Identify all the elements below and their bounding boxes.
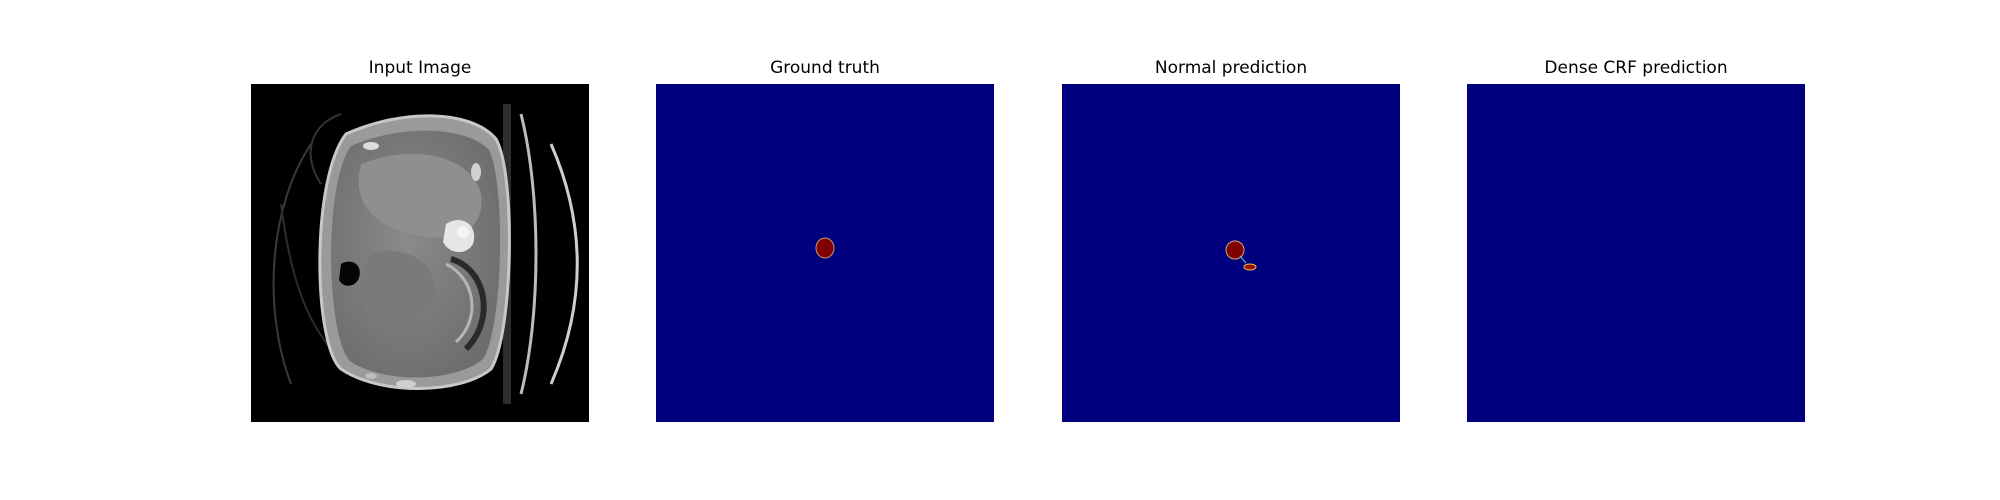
dense-crf-prediction-mask <box>1467 84 1805 422</box>
panel-title: Normal prediction <box>1154 58 1308 78</box>
normal-prediction-mask <box>1062 84 1400 422</box>
panel-title: Input Image <box>368 58 472 78</box>
ground-truth-mask <box>656 84 994 422</box>
ct-scan-image <box>251 84 589 422</box>
panel-title: Dense CRF prediction <box>1544 58 1728 78</box>
panel-title: Ground truth <box>770 58 880 78</box>
